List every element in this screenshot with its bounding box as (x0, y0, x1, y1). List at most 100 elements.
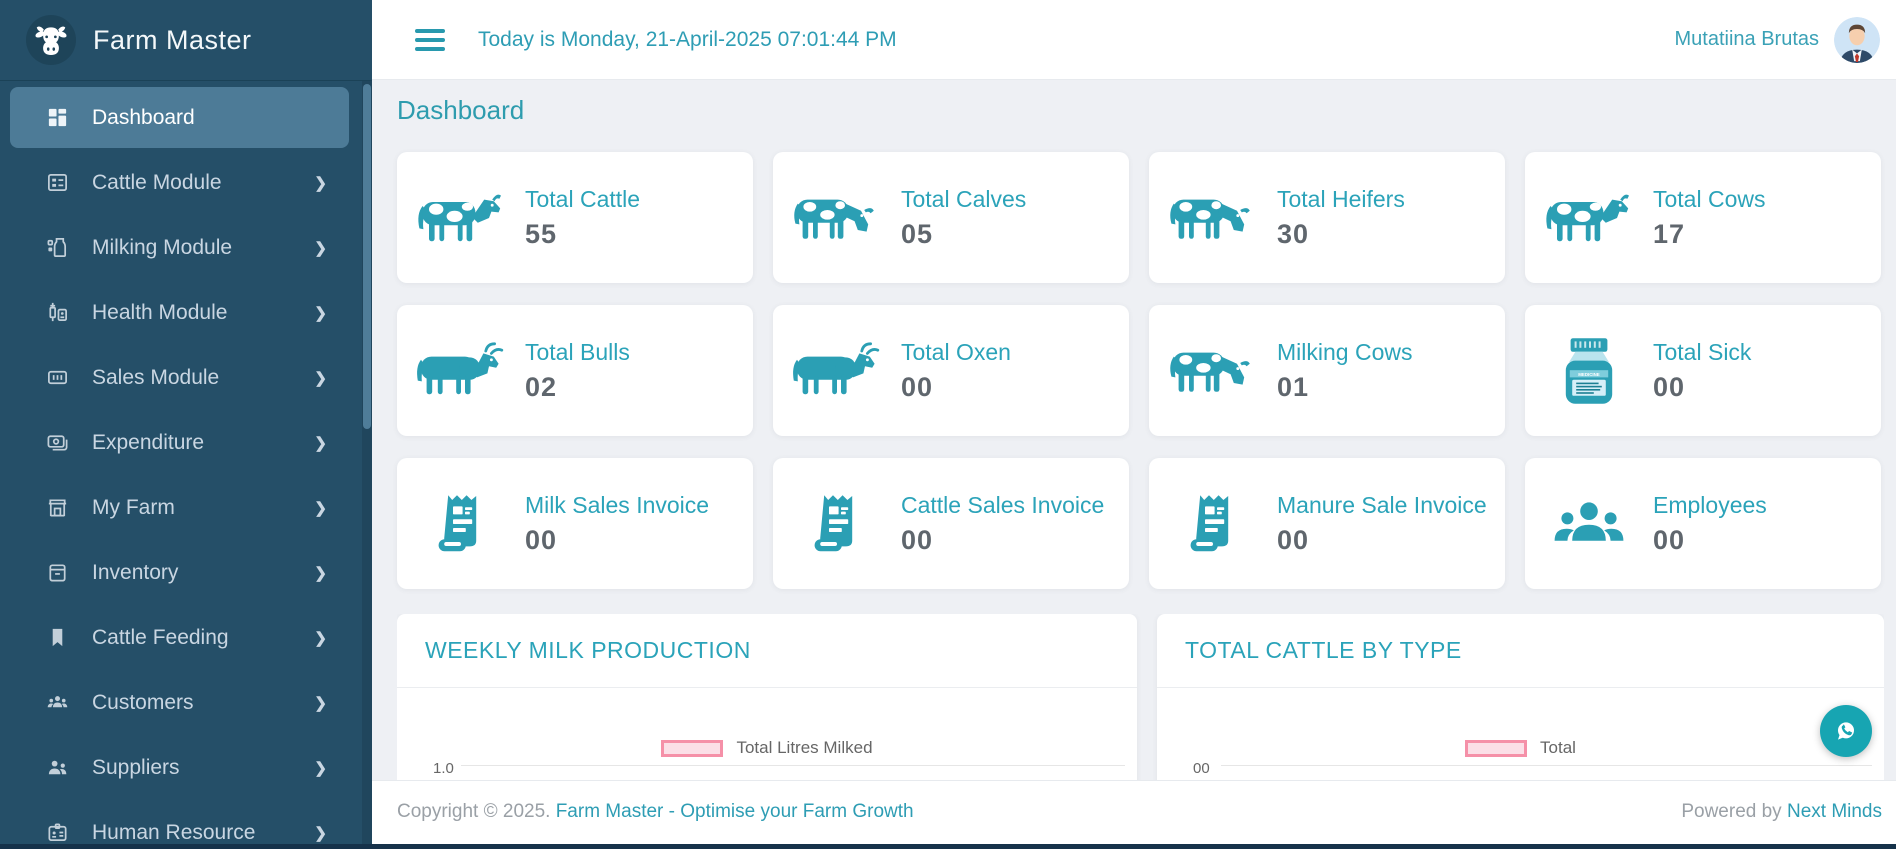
chevron-right-icon: ❯ (314, 239, 327, 257)
charts-row: WEEKLY MILK PRODUCTION Total Litres Milk… (397, 614, 1884, 780)
id-card-icon (46, 821, 69, 844)
chevron-right-icon: ❯ (314, 369, 327, 387)
sidebar-item-label: Health Module (92, 300, 228, 324)
card-value: 05 (901, 218, 934, 249)
bull-icon (409, 332, 513, 410)
milk-bottle-icon (46, 236, 69, 259)
card-title: Total Cows (1653, 185, 1766, 212)
sidebar-item-cattle-feeding[interactable]: Cattle Feeding ❯ (10, 607, 349, 668)
cow-grazing-icon (785, 179, 889, 257)
cow-standing-icon (409, 179, 513, 257)
cow-standing-icon (1537, 179, 1641, 257)
sidebar-item-suppliers[interactable]: Suppliers ❯ (10, 737, 349, 798)
brand-link[interactable]: Farm Master - Optimise your Farm Growth (555, 801, 914, 822)
copyright-text: Copyright © 2025. (397, 801, 551, 822)
bookmark-icon (46, 626, 69, 649)
card-manure-sale-invoice: Manure Sale Invoice 00 (1149, 458, 1505, 589)
sidebar-item-cattle-module[interactable]: Cattle Module ❯ (10, 152, 349, 213)
sidebar-item-health-module[interactable]: Health Module ❯ (10, 282, 349, 343)
chart-gridline (461, 765, 1125, 766)
chart-legend[interactable]: Total Litres Milked (397, 738, 1137, 758)
sidebar-item-label: Cattle Feeding (92, 625, 229, 649)
card-title: Milk Sales Invoice (525, 491, 710, 518)
banknote-icon (46, 431, 69, 454)
card-value: 00 (1277, 524, 1310, 555)
app-logo[interactable]: Farm Master (0, 0, 372, 80)
card-total-sick: Total Sick 00 (1525, 305, 1881, 436)
chevron-right-icon: ❯ (314, 564, 327, 582)
chevron-right-icon: ❯ (314, 174, 327, 192)
store-icon (46, 496, 69, 519)
card-value: 02 (525, 371, 558, 402)
sidebar-item-expenditure[interactable]: Expenditure ❯ (10, 412, 349, 473)
whatsapp-icon (1830, 715, 1862, 747)
card-title: Milking Cows (1277, 338, 1413, 365)
invoice-icon (1161, 485, 1265, 563)
card-value: 00 (901, 371, 934, 402)
card-total-cattle: Total Cattle 55 (397, 152, 753, 283)
main-content: Dashboard Total Cattle 55 Total Calves 05 To… (372, 80, 1896, 780)
people-icon (46, 756, 69, 779)
sidebar-item-customers[interactable]: Customers ❯ (10, 672, 349, 733)
sidebar-item-label: Dashboard (92, 105, 195, 129)
dashboard-icon (46, 106, 69, 129)
card-value: 00 (525, 524, 558, 555)
panel-title: TOTAL CATTLE BY TYPE (1185, 637, 1462, 663)
sidebar-item-inventory[interactable]: Inventory ❯ (10, 542, 349, 603)
legend-label: Total Litres Milked (736, 738, 873, 757)
card-value: 00 (1653, 371, 1686, 402)
archive-icon (46, 561, 69, 584)
cow-grazing-icon (1161, 332, 1265, 410)
chart-gridline (1221, 765, 1872, 766)
bull-icon (785, 332, 889, 410)
card-employees: Employees 00 (1525, 458, 1881, 589)
user-avatar[interactable] (1834, 17, 1880, 63)
sidebar-scrollbar-thumb[interactable] (363, 84, 371, 429)
sidebar-item-sales-module[interactable]: Sales Module ❯ (10, 347, 349, 408)
legend-swatch (1465, 739, 1528, 757)
powered-by-link[interactable]: Next Minds (1786, 801, 1882, 822)
cow-face-icon (26, 15, 76, 65)
sidebar-item-my-farm[interactable]: My Farm ❯ (10, 477, 349, 538)
chevron-right-icon: ❯ (314, 434, 327, 452)
sidebar-item-label: Cattle Module (92, 170, 222, 194)
chevron-right-icon: ❯ (314, 824, 327, 842)
card-total-bulls: Total Bulls 02 (397, 305, 753, 436)
whatsapp-button[interactable] (1820, 705, 1872, 757)
card-title: Total Bulls (525, 338, 630, 365)
sidebar-scrollbar[interactable] (362, 81, 372, 849)
current-date-text: Today is Monday, 21-April-2025 07:01:44 … (478, 27, 897, 51)
sidebar-item-human-resource[interactable]: Human Resource ❯ (10, 802, 349, 849)
hamburger-menu-icon[interactable] (415, 28, 445, 51)
window-bottom-edge (0, 844, 1896, 849)
sidebar-item-label: Suppliers (92, 755, 180, 779)
y-axis-tick: 1.0 (433, 760, 454, 777)
sidebar-item-label: Customers (92, 690, 194, 714)
cattle-card-icon (46, 171, 69, 194)
sidebar-item-label: Human Resource (92, 820, 256, 844)
sidebar-item-label: Sales Module (92, 365, 220, 389)
card-value: 30 (1277, 218, 1310, 249)
cow-grazing-icon (1161, 179, 1265, 257)
y-axis-tick: 00 (1193, 760, 1210, 777)
card-value: 00 (1653, 524, 1686, 555)
card-title: Total Heifers (1277, 185, 1405, 212)
sidebar-menu: Dashboard Cattle Module ❯ Milking Module ❯ He… (0, 81, 362, 849)
sidebar-item-label: Expenditure (92, 430, 205, 454)
card-title: Employees (1653, 491, 1767, 518)
sidebar-item-milking-module[interactable]: Milking Module ❯ (10, 217, 349, 278)
app-title: Farm Master (93, 24, 252, 55)
card-title: Total Oxen (901, 338, 1011, 365)
user-name[interactable]: Mutatiina Brutas (1674, 28, 1819, 50)
card-title: Cattle Sales Invoice (901, 491, 1105, 518)
chevron-right-icon: ❯ (314, 629, 327, 647)
chart-legend[interactable]: Total (1157, 738, 1884, 758)
chevron-right-icon: ❯ (314, 694, 327, 712)
sidebar-item-label: Milking Module (92, 235, 233, 259)
sidebar: Farm Master Dashboard Cattle Module ❯ Milki… (0, 0, 372, 849)
card-value: 55 (525, 218, 558, 249)
card-total-calves: Total Calves 05 (773, 152, 1129, 283)
sidebar-item-dashboard[interactable]: Dashboard (10, 87, 349, 148)
panel-total-cattle-by-type: TOTAL CATTLE BY TYPE Total 00 (1157, 614, 1884, 780)
stat-cards-grid: Total Cattle 55 Total Calves 05 Total Heifer… (397, 152, 1884, 589)
